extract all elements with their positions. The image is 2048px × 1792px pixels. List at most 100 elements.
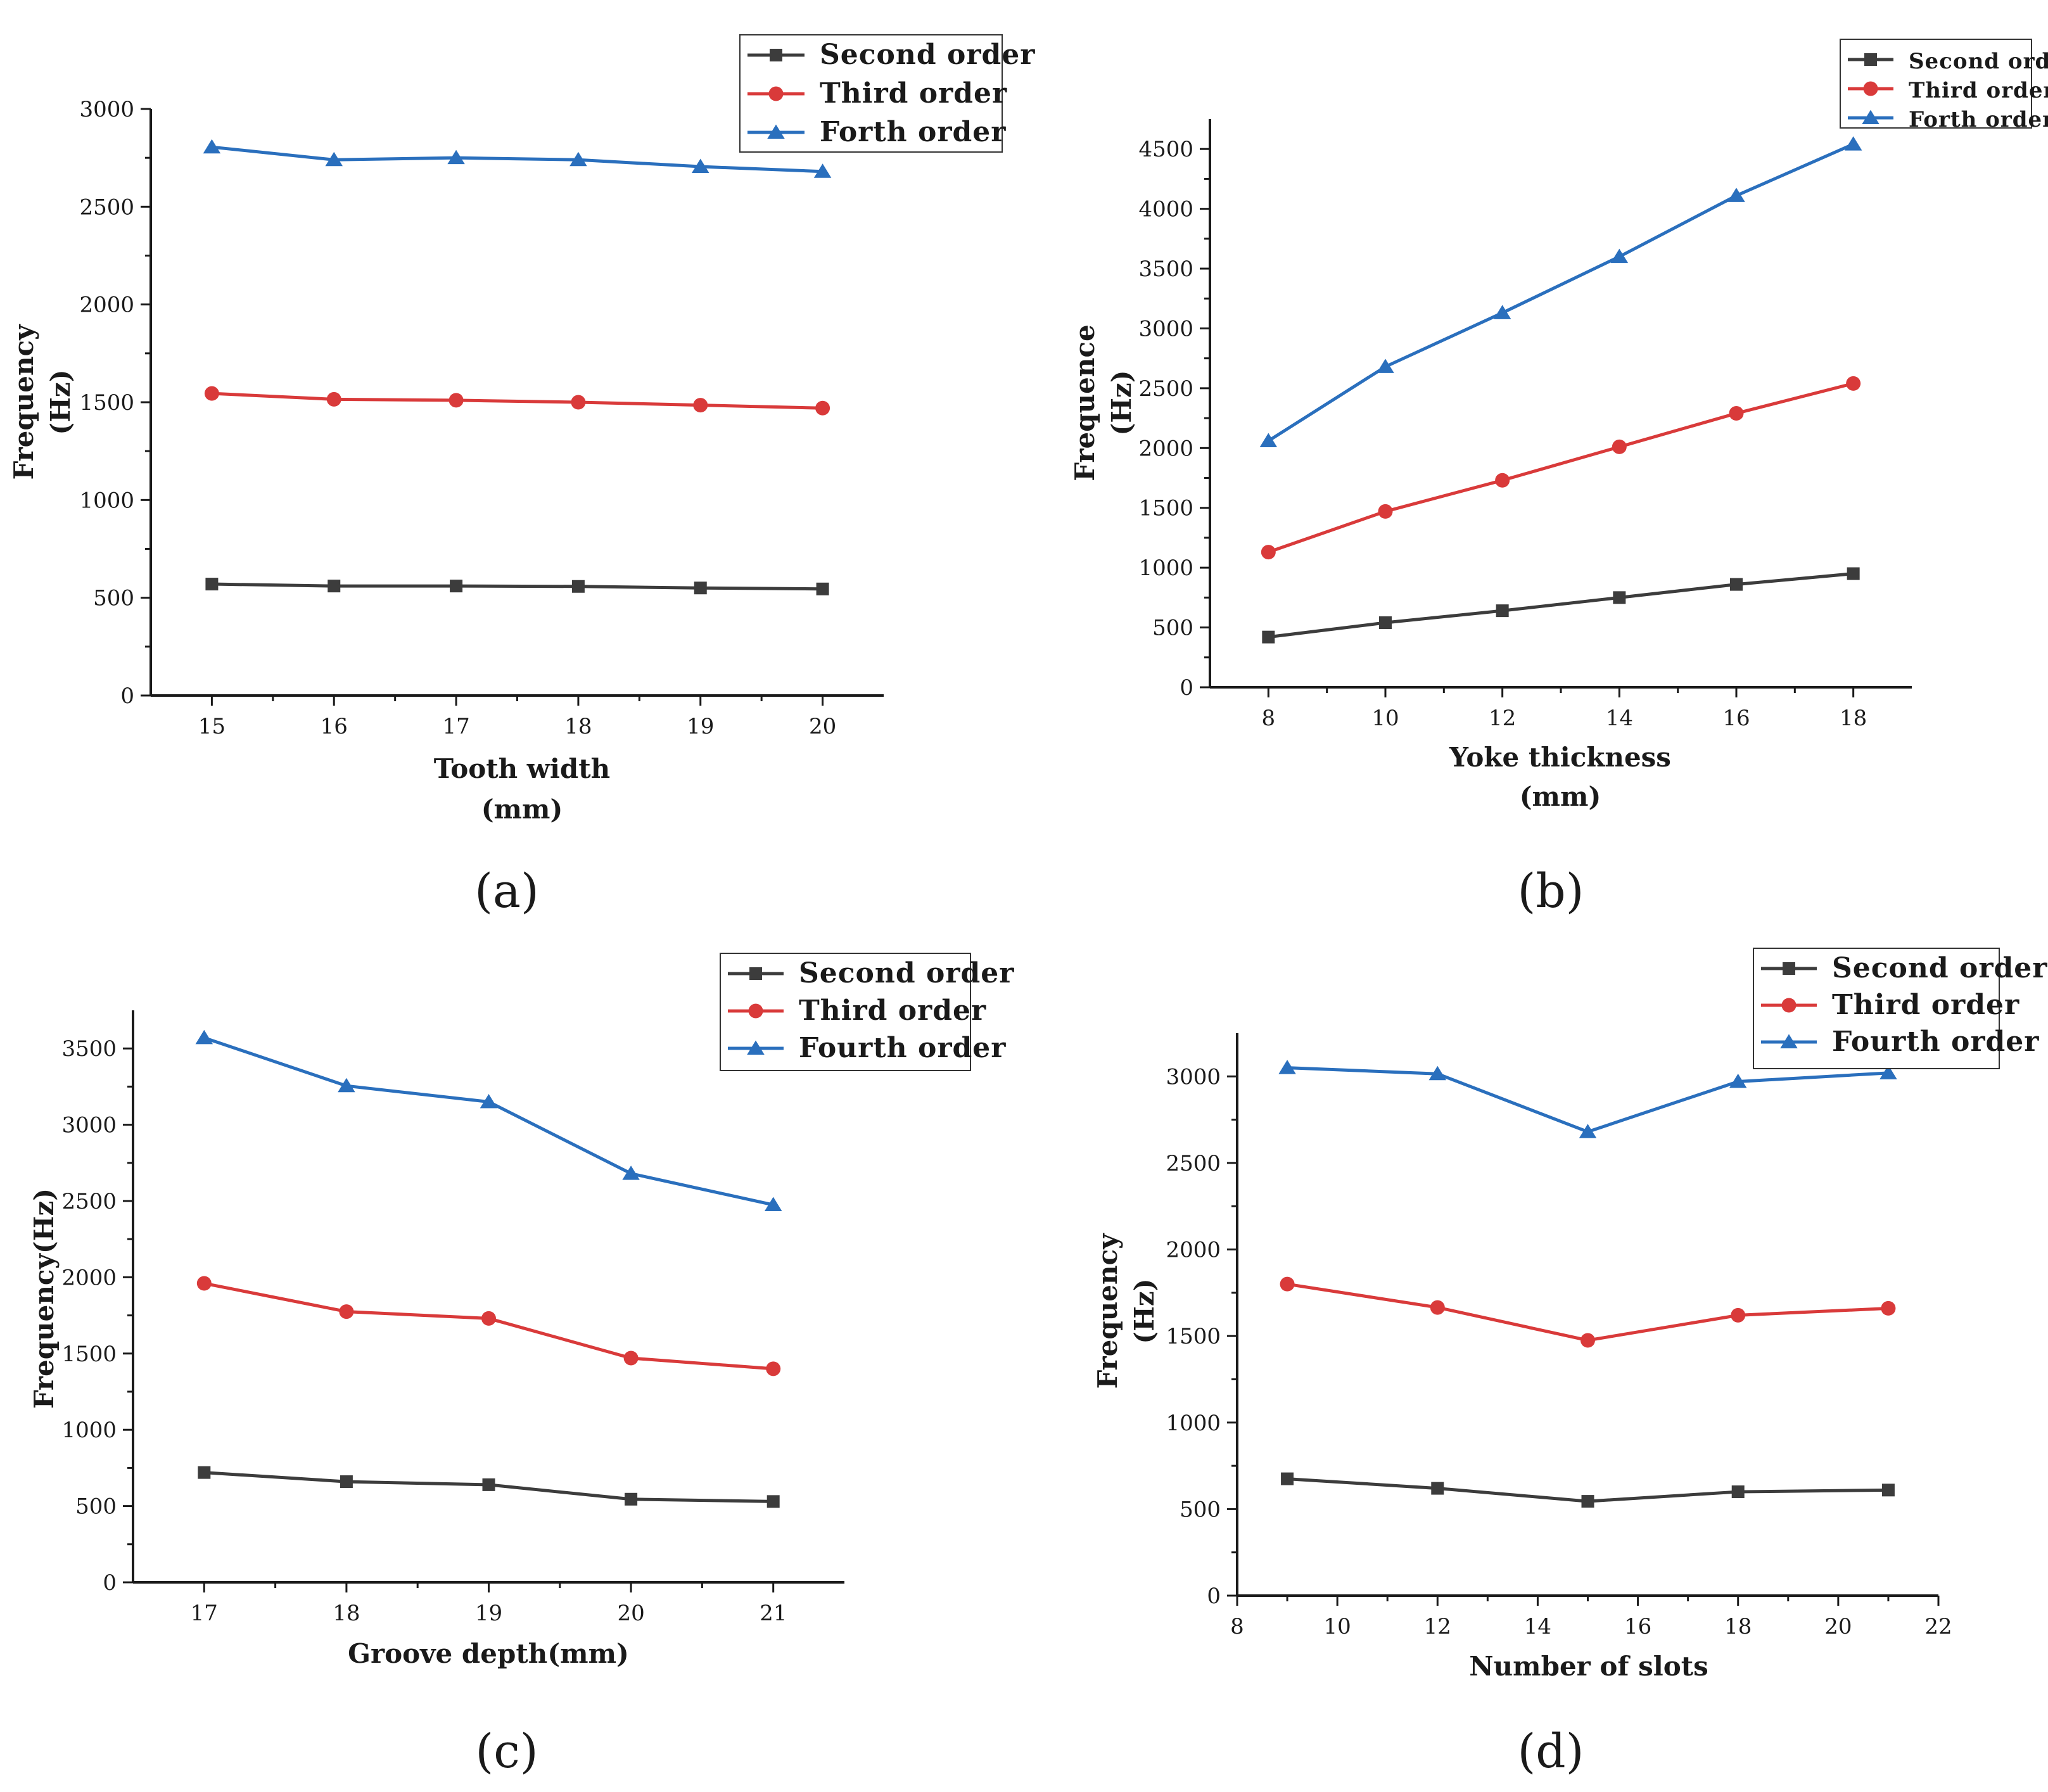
data-point: [1847, 567, 1860, 580]
data-point: [1881, 1484, 1895, 1497]
data-point: [328, 580, 341, 593]
data-point: [1613, 591, 1626, 604]
legend-marker: [748, 1003, 763, 1019]
legend-label: Third order: [799, 994, 986, 1027]
y-tick-label: 4500: [1138, 137, 1193, 162]
data-point: [1731, 1307, 1746, 1323]
x-tick-label: 22: [1924, 1614, 1952, 1639]
legend-label: Forth order: [820, 116, 1006, 148]
legend-marker: [749, 967, 762, 980]
legend-label: Second order: [799, 957, 1014, 989]
series-line-triangle: [1267, 143, 1854, 443]
x-tick-label: 10: [1371, 706, 1399, 731]
legend-label: Second order: [1832, 952, 2047, 984]
y-tick-label: 1500: [79, 390, 134, 416]
data-point: [196, 1276, 212, 1291]
y-axis-label: Frequence: [1069, 324, 1100, 481]
chart-panel-c: 0 500 1000 1500 2000 2500 3000 3500 17 18 19 20 21 Gr…: [29, 953, 1014, 1779]
panel-label: (c): [475, 1724, 538, 1779]
data-point: [1262, 630, 1275, 644]
x-tick-label: 14: [1606, 706, 1633, 731]
x-tick-label: 15: [198, 714, 226, 739]
data-point: [339, 1304, 354, 1319]
x-axis-label: (mm): [481, 794, 563, 825]
y-axis-label: Frequency: [8, 324, 39, 480]
data-point: [1428, 1065, 1447, 1081]
x-tick-label: 16: [1624, 1614, 1651, 1639]
y-tick-label: 2000: [1138, 436, 1193, 461]
data-point: [1496, 604, 1509, 618]
y-tick-label: 1000: [79, 488, 134, 513]
x-axis-label: (mm): [1520, 781, 1601, 812]
chart-panel-d: 0 500 1000 1500 2000 2500 3000 8 10 12 14 16 18 20 22 N…: [1092, 948, 2047, 1779]
y-tick-label: 500: [93, 586, 134, 611]
y-tick-label: 1000: [61, 1418, 117, 1443]
data-point: [1280, 1276, 1295, 1292]
legend-label: Third order: [820, 77, 1007, 110]
data-point: [1729, 406, 1744, 421]
y-axis-label: (Hz): [1106, 370, 1137, 435]
data-point: [625, 1492, 638, 1506]
data-point: [1731, 1485, 1745, 1499]
data-point: [1495, 473, 1510, 488]
data-point: [813, 163, 832, 178]
data-point: [340, 1475, 353, 1489]
series-line-square: [212, 582, 823, 591]
y-tick-label: 3500: [1138, 257, 1193, 282]
legend: Second order Third order Forth order: [1840, 39, 2048, 132]
data-point: [338, 1077, 355, 1093]
x-axis-label: Number of slots: [1469, 1651, 1708, 1682]
y-tick-label: 2500: [79, 194, 134, 220]
y-axis-label-group: Frequence (Hz): [1069, 324, 1137, 481]
data-point: [1581, 1495, 1594, 1508]
y-tick-label: 2000: [1166, 1238, 1221, 1263]
x-axis-label: Yoke thickness: [1449, 742, 1671, 773]
data-point: [447, 149, 465, 165]
y-tick-label: 3000: [1166, 1064, 1221, 1090]
x-tick-label: 18: [1724, 1614, 1752, 1639]
data-point: [450, 580, 463, 593]
y-axis-label-group: Frequency(Hz): [1092, 1233, 1160, 1389]
data-point: [480, 1093, 498, 1109]
legend-label: Forth order: [1909, 107, 2048, 132]
data-point: [1881, 1300, 1896, 1316]
x-tick-label: 12: [1489, 706, 1516, 731]
x-tick-label: 18: [1840, 706, 1867, 731]
y-tick-label: 2500: [1138, 376, 1193, 402]
y-tick-label: 500: [1152, 616, 1193, 641]
y-axis-label-group: Frequency(Hz): [8, 324, 76, 480]
y-tick-label: 0: [1207, 1584, 1221, 1609]
data-point: [766, 1495, 780, 1508]
data-point: [1281, 1472, 1294, 1485]
data-point: [1844, 136, 1862, 151]
data-point: [1729, 1074, 1747, 1088]
y-tick-label: 0: [1180, 675, 1193, 701]
data-point: [622, 1166, 640, 1180]
chart-panel-b: 0 500 1000 1500 2000 2500 3000 3500 4000 4500 8 10 1…: [1069, 39, 2048, 918]
x-tick-label: 18: [564, 714, 592, 739]
y-axis-label: Frequency(Hz): [29, 1188, 60, 1409]
y-tick-label: 500: [1180, 1497, 1221, 1522]
legend-marker: [1783, 962, 1795, 975]
x-tick-label: 14: [1524, 1614, 1551, 1639]
data-point: [693, 398, 708, 413]
panel-label: (d): [1517, 1724, 1584, 1779]
x-axis-label: Tooth width: [434, 753, 610, 784]
legend: Second order Third order Fourth order: [1753, 948, 2047, 1069]
x-tick-label: 17: [442, 714, 469, 739]
series-line-circle: [212, 391, 823, 410]
data-point: [325, 151, 343, 167]
x-tick-label: 8: [1230, 1614, 1244, 1639]
data-point: [569, 151, 587, 167]
legend: Second order Third order Forth order: [739, 34, 1034, 153]
data-point: [816, 582, 829, 595]
series-line-triangle: [212, 145, 823, 174]
x-axis-label: Groove depth(mm): [348, 1638, 629, 1669]
series-line-square: [1268, 572, 1854, 639]
data-point: [204, 386, 219, 401]
series-line-triangle: [203, 1036, 774, 1207]
x-tick-label: 10: [1324, 1614, 1351, 1639]
y-tick-label: 4000: [1138, 197, 1193, 222]
y-tick-label: 1500: [61, 1342, 117, 1367]
